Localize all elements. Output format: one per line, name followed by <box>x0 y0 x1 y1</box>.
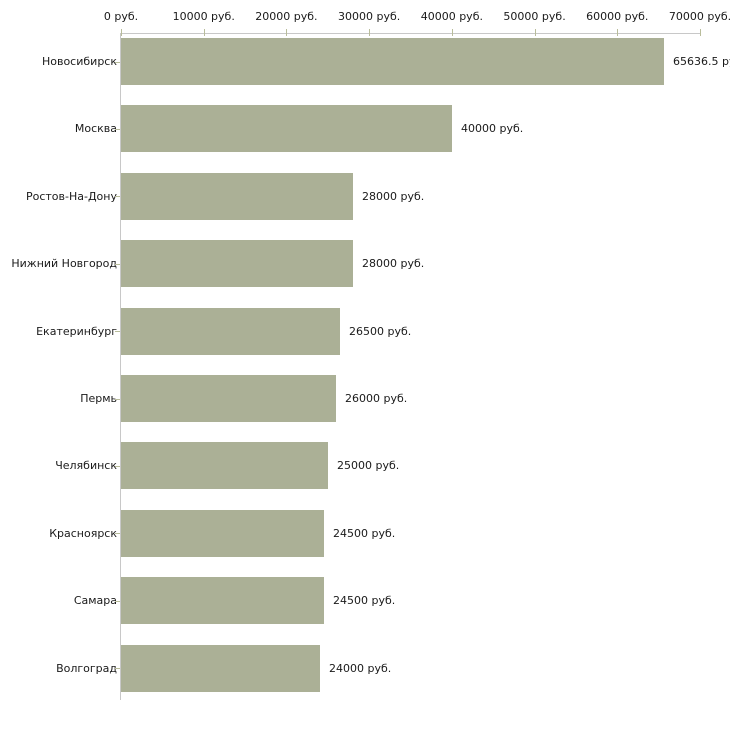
x-axis-tick-label: 10000 руб. <box>172 10 235 23</box>
bar <box>121 307 340 355</box>
bar-value-label: 24000 руб. <box>329 661 392 675</box>
bar-value-label: 28000 руб. <box>362 189 425 203</box>
bar-value-label: 24500 руб. <box>333 526 396 540</box>
category-label: Челябинск <box>55 459 117 473</box>
category-tick <box>115 331 120 332</box>
bar-value-label: 28000 руб. <box>362 257 425 271</box>
x-axis-tick <box>451 29 453 36</box>
bar-value-label: 26500 руб. <box>349 324 412 338</box>
x-axis-tick-label: 60000 руб. <box>586 10 649 23</box>
category-tick <box>115 466 120 467</box>
x-axis-tick <box>286 29 288 36</box>
category-label: Красноярск <box>49 526 117 540</box>
x-axis-tick-label: 20000 руб. <box>255 10 318 23</box>
x-axis-tick <box>203 29 205 36</box>
x-axis-tick <box>534 29 536 36</box>
x-axis-line <box>121 33 700 34</box>
category-label: Екатеринбург <box>36 324 117 338</box>
bar-value-label: 65636.5 руб. <box>673 55 730 68</box>
x-axis-tick <box>121 29 122 36</box>
bar-value-label: 26000 руб. <box>345 392 408 405</box>
bar <box>121 105 452 153</box>
category-tick <box>115 62 120 63</box>
category-label: Нижний Новгород <box>11 257 117 271</box>
bar <box>121 644 320 692</box>
category-tick <box>115 196 120 197</box>
category-tick <box>115 399 120 400</box>
x-axis-tick-label: 30000 руб. <box>338 10 401 23</box>
bar <box>121 38 664 85</box>
category-tick <box>115 668 120 669</box>
category-label: Ростов-На-Дону <box>25 189 117 203</box>
y-axis-line <box>120 33 121 700</box>
x-axis-tick-label: 40000 руб. <box>420 10 483 23</box>
x-axis-tick <box>700 29 701 36</box>
bar <box>121 442 328 490</box>
x-axis-tick <box>369 29 371 36</box>
bar <box>121 509 324 557</box>
category-label: Волгоград <box>56 661 117 675</box>
x-axis-tick-label: 50000 руб. <box>503 10 566 23</box>
bar-value-label: 40000 руб. <box>461 122 524 136</box>
category-tick <box>115 129 120 130</box>
bar <box>121 577 324 625</box>
category-tick <box>115 533 120 534</box>
x-axis-tick <box>617 29 619 36</box>
bar <box>121 375 336 422</box>
x-axis-tick-label: 0 руб. <box>103 10 139 23</box>
category-tick <box>115 264 120 265</box>
x-axis-tick-label: 70000 руб. <box>668 10 730 23</box>
bar-value-label: 24500 руб. <box>333 594 396 608</box>
category-tick <box>115 601 120 602</box>
bar <box>121 172 353 220</box>
category-label: Самара <box>73 594 117 608</box>
category-label: Москва <box>74 122 117 136</box>
bar-value-label: 25000 руб. <box>337 459 400 473</box>
category-label: Пермь <box>80 392 117 405</box>
category-label: Новосибирск <box>41 55 117 68</box>
bar <box>121 240 353 288</box>
